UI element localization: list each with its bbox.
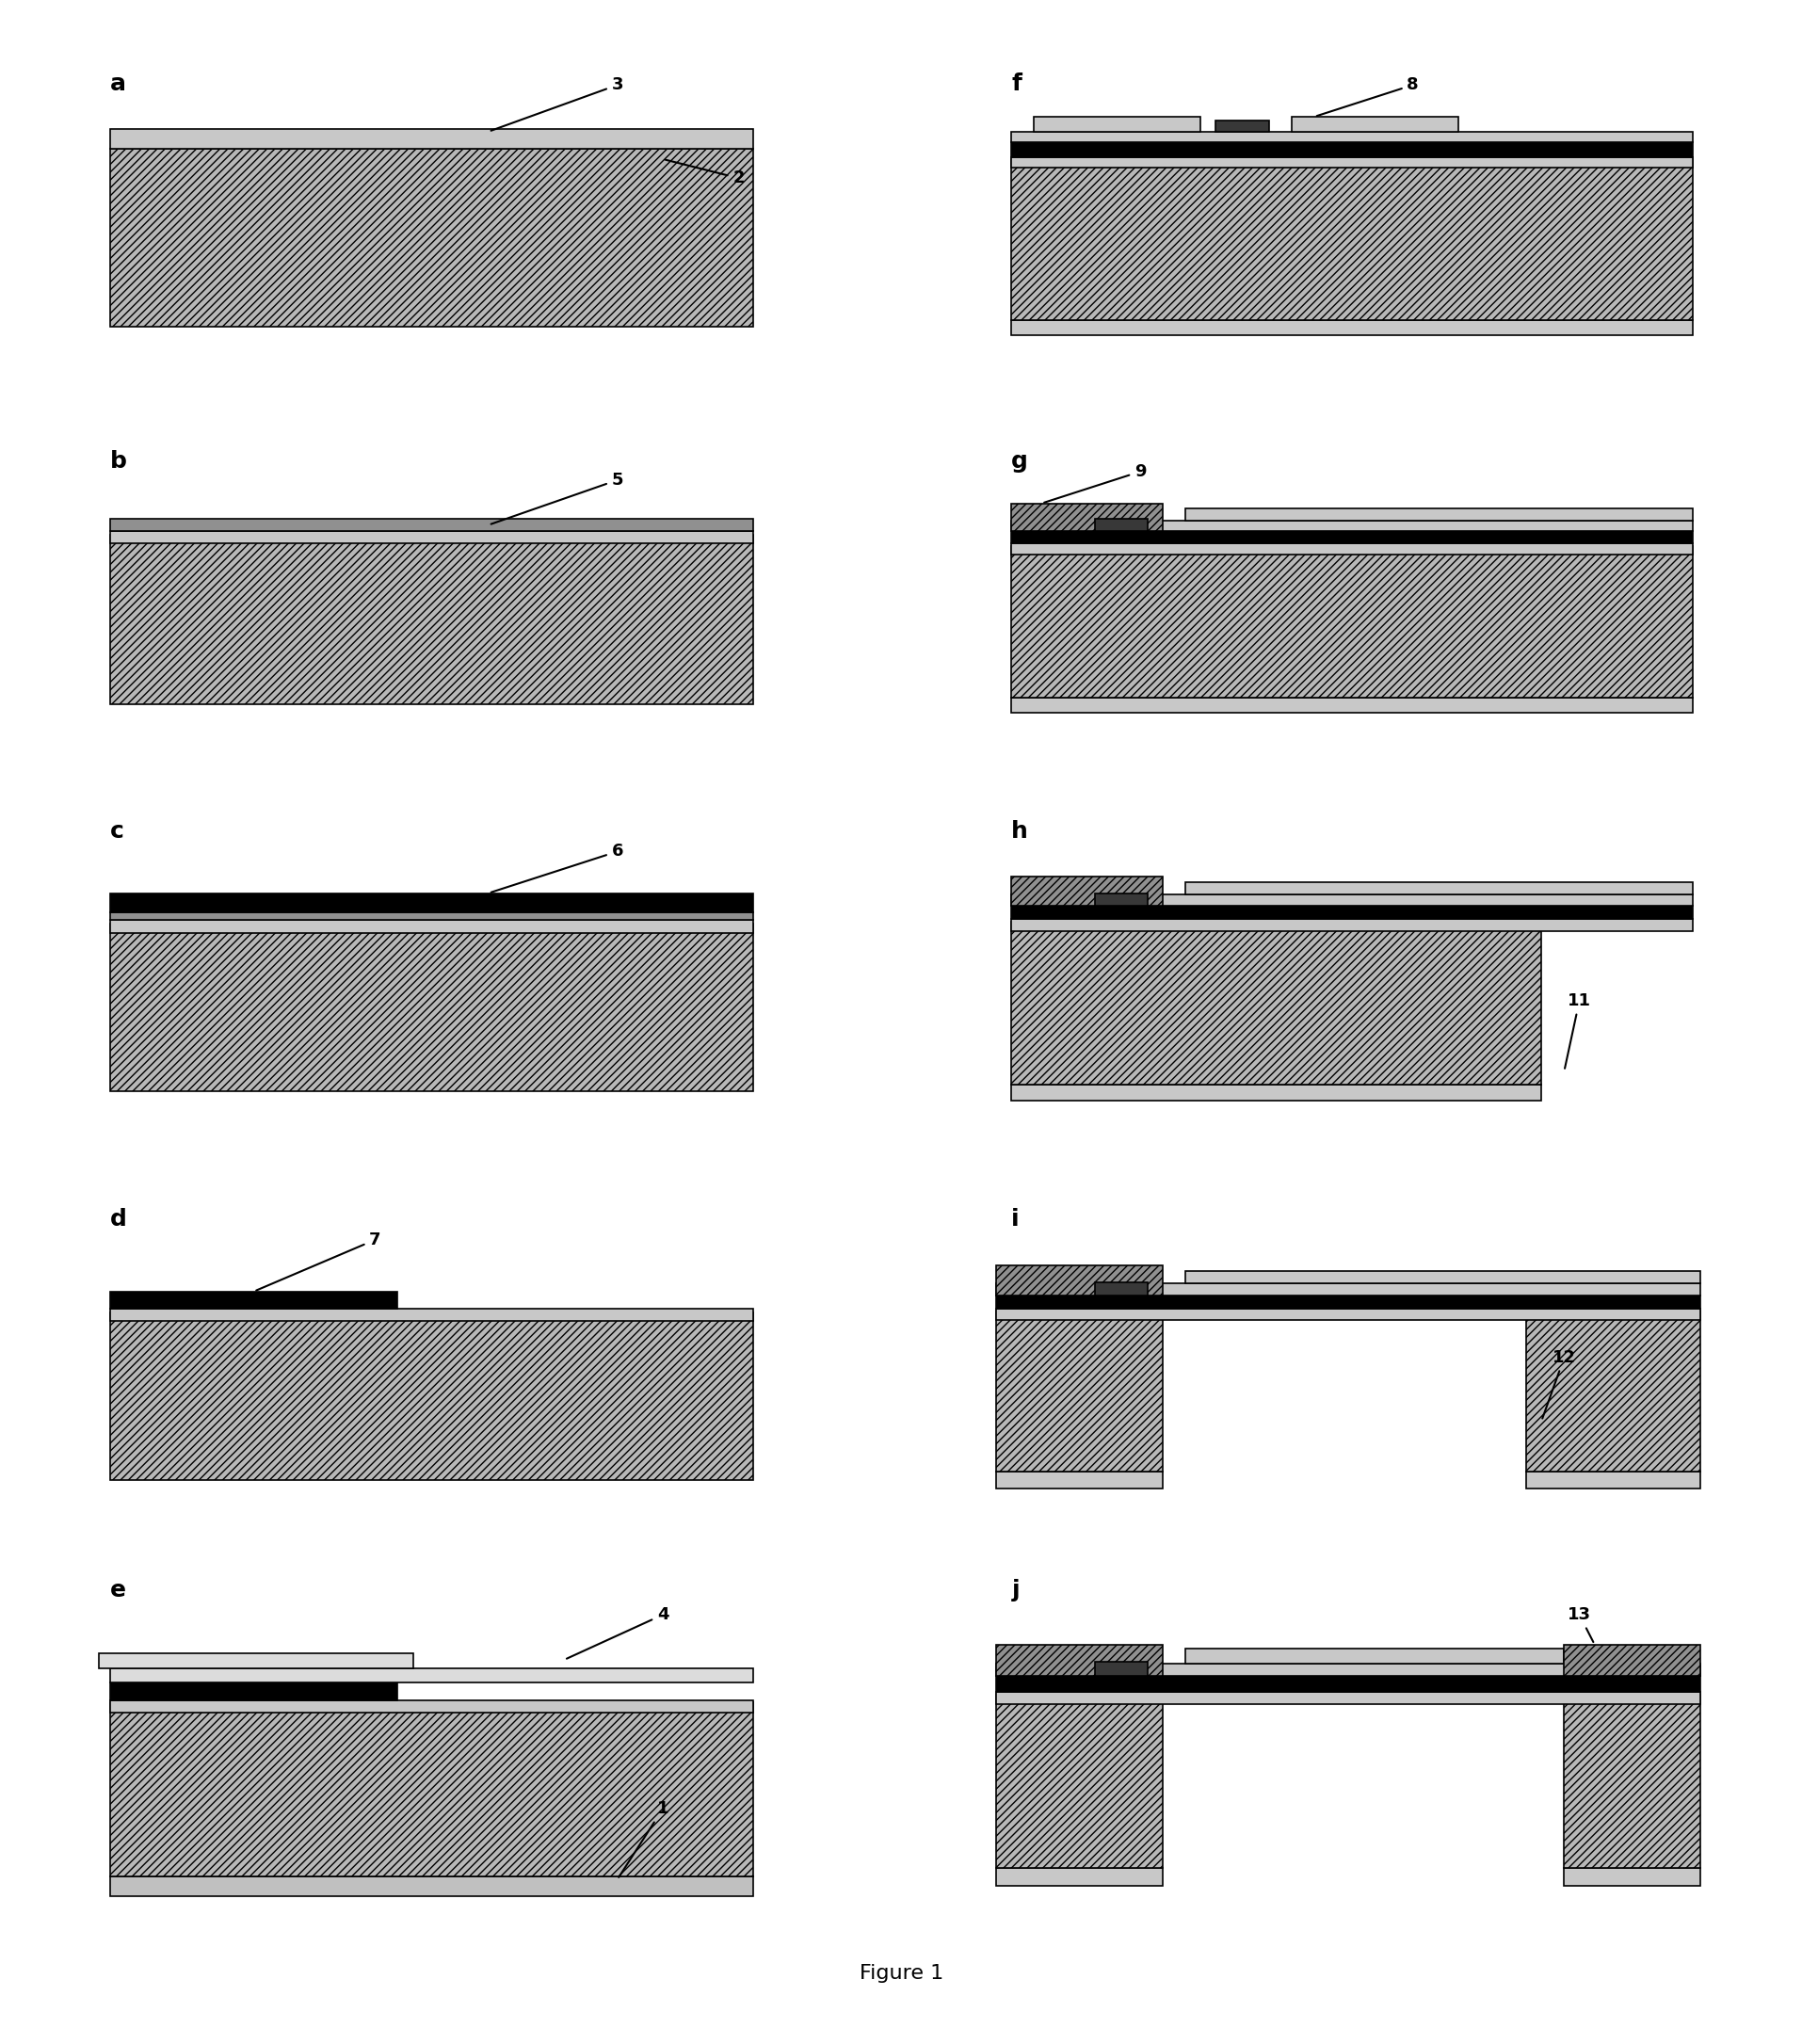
Bar [1034, 117, 1200, 131]
Bar [1011, 521, 1692, 531]
Bar [1526, 1472, 1699, 1488]
Bar [1011, 877, 1162, 905]
Bar [99, 1654, 413, 1668]
Bar [997, 1692, 1699, 1705]
Text: b: b [110, 450, 126, 472]
Bar [1186, 1650, 1564, 1664]
Bar [997, 1694, 1162, 1868]
Text: e: e [110, 1578, 126, 1602]
Bar [110, 1876, 753, 1897]
Bar [110, 1701, 753, 1713]
Text: 2: 2 [665, 159, 744, 186]
Bar [1094, 519, 1148, 531]
Bar [997, 1310, 1162, 1472]
Bar [997, 1472, 1162, 1488]
Bar [1011, 1085, 1541, 1100]
Text: 7: 7 [256, 1230, 380, 1290]
Text: g: g [1011, 450, 1027, 472]
Text: Figure 1: Figure 1 [860, 1964, 942, 1983]
Text: d: d [110, 1208, 126, 1230]
Bar [110, 1312, 753, 1480]
Text: f: f [1011, 72, 1022, 94]
Bar [110, 1668, 753, 1682]
Bar [1526, 1310, 1699, 1472]
Bar [1094, 893, 1148, 905]
Bar [1011, 503, 1162, 531]
Bar [1011, 699, 1692, 713]
Bar [997, 1643, 1162, 1676]
Bar [1011, 157, 1692, 168]
Bar [110, 924, 753, 1091]
Text: 13: 13 [1566, 1607, 1593, 1641]
Bar [997, 1265, 1162, 1296]
Bar [1011, 131, 1692, 143]
Bar [1215, 121, 1269, 131]
Bar [997, 1296, 1699, 1308]
Text: 6: 6 [490, 842, 623, 893]
Text: j: j [1011, 1578, 1020, 1602]
Bar [110, 149, 753, 327]
Bar [1186, 509, 1692, 521]
Text: a: a [110, 72, 126, 94]
Bar [1011, 544, 1692, 554]
Text: 12: 12 [1541, 1349, 1575, 1419]
Text: 1: 1 [618, 1801, 669, 1876]
Bar [1094, 1282, 1148, 1296]
Bar [110, 1682, 398, 1701]
Text: 9: 9 [1043, 464, 1146, 503]
Bar [1011, 159, 1692, 321]
Bar [997, 1284, 1699, 1296]
Bar [110, 129, 753, 149]
Bar [110, 920, 753, 932]
Bar [1564, 1694, 1699, 1868]
Bar [110, 893, 753, 912]
Bar [1564, 1868, 1699, 1885]
Bar [997, 1664, 1699, 1676]
Bar [997, 1308, 1699, 1320]
Bar [110, 1703, 753, 1876]
Bar [110, 536, 753, 705]
Text: 3: 3 [490, 76, 623, 131]
Text: 11: 11 [1564, 991, 1591, 1069]
Bar [997, 1676, 1699, 1692]
Bar [110, 912, 753, 920]
Text: h: h [1011, 820, 1027, 842]
Bar [110, 1308, 753, 1320]
Text: c: c [110, 820, 124, 842]
Text: 8: 8 [1315, 76, 1418, 117]
Bar [1186, 881, 1692, 895]
Bar [1011, 321, 1692, 335]
Bar [1011, 905, 1692, 920]
Bar [1011, 531, 1692, 544]
Text: 5: 5 [490, 472, 623, 523]
Bar [1564, 1643, 1699, 1676]
Bar [1011, 922, 1541, 1085]
Bar [1290, 117, 1458, 131]
Bar [110, 519, 753, 531]
Bar [1011, 895, 1692, 905]
Bar [1011, 546, 1692, 699]
Text: i: i [1011, 1208, 1020, 1230]
Bar [110, 531, 753, 544]
Bar [1186, 1271, 1699, 1284]
Bar [1011, 920, 1692, 930]
Bar [1011, 143, 1692, 157]
Bar [1094, 1662, 1148, 1676]
Bar [110, 1292, 398, 1308]
Text: 4: 4 [566, 1607, 669, 1658]
Bar [997, 1868, 1162, 1885]
